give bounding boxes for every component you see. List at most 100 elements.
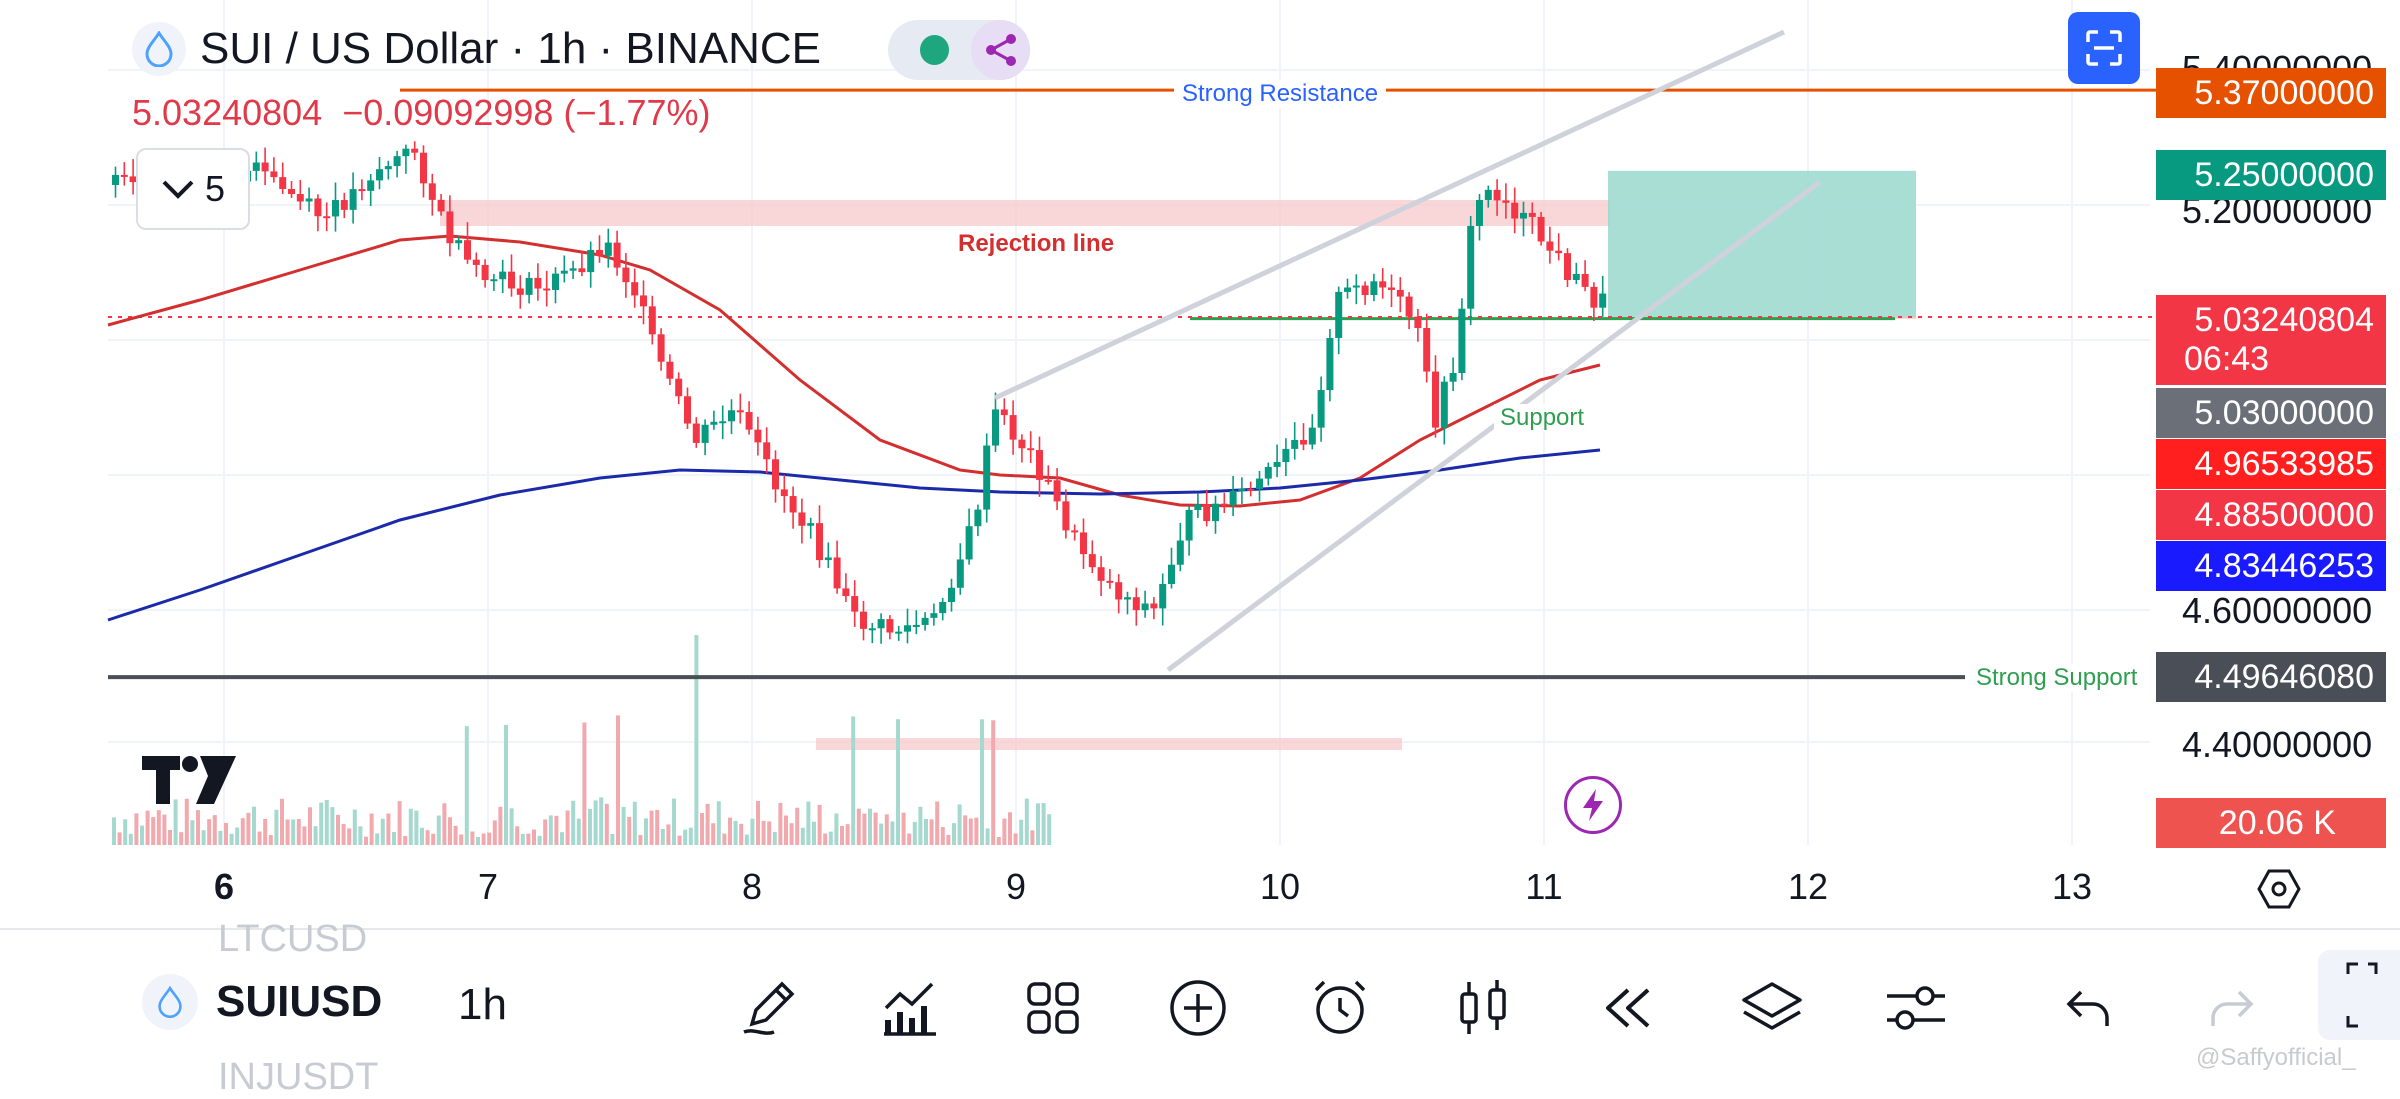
candle-body bbox=[1168, 564, 1175, 585]
candle-body bbox=[1212, 503, 1219, 522]
chart-header[interactable]: SUI / US Dollar · 1h · BINANCE bbox=[132, 22, 821, 76]
volume-bar bbox=[912, 821, 917, 845]
rejection-zone bbox=[440, 200, 1610, 226]
candle-body bbox=[402, 148, 410, 157]
volume-bar bbox=[666, 824, 671, 845]
candle-body bbox=[437, 199, 445, 212]
volume-bar bbox=[414, 810, 419, 845]
volume-bar bbox=[632, 801, 637, 845]
candle-body bbox=[1537, 216, 1545, 242]
volume-bar bbox=[789, 823, 794, 845]
volume-bar bbox=[341, 824, 346, 845]
volume-bar bbox=[319, 802, 324, 845]
candle-body bbox=[868, 628, 876, 631]
x-tick: 12 bbox=[1787, 866, 1829, 907]
volume-bar bbox=[526, 833, 531, 845]
replay-button[interactable] bbox=[1588, 972, 1668, 1044]
volume-bar bbox=[112, 817, 116, 845]
candle-body bbox=[860, 611, 867, 629]
chart-type-button[interactable] bbox=[1444, 972, 1524, 1044]
layers-button[interactable] bbox=[1732, 972, 1812, 1044]
candle-body bbox=[1185, 509, 1193, 541]
volume-bar bbox=[196, 810, 200, 845]
strong-support-label[interactable]: Strong Support bbox=[1970, 664, 2144, 692]
price-badge-stop: 4.88500000 bbox=[2156, 490, 2386, 540]
volume-bar bbox=[851, 716, 856, 845]
volume-bar bbox=[918, 806, 923, 845]
volume-bar bbox=[683, 829, 688, 845]
volume-bar bbox=[996, 836, 1001, 845]
candle-body bbox=[1097, 567, 1105, 581]
lightning-icon[interactable] bbox=[1564, 776, 1622, 834]
candle-body bbox=[464, 240, 471, 260]
volume-bar bbox=[168, 829, 172, 845]
candle-body bbox=[508, 271, 515, 289]
alarm-icon bbox=[1314, 980, 1366, 1034]
candle-body bbox=[428, 183, 436, 200]
collapse-indicators-button[interactable]: 5 bbox=[136, 148, 250, 230]
candle-body bbox=[816, 523, 823, 561]
volume-bar bbox=[649, 810, 654, 845]
volume-bar bbox=[845, 824, 850, 845]
settings-button[interactable] bbox=[1876, 972, 1956, 1044]
price-chart[interactable] bbox=[0, 0, 2400, 960]
candle-body bbox=[340, 200, 348, 210]
volume-zone bbox=[816, 738, 1402, 750]
volume-bar bbox=[537, 835, 542, 845]
templates-button[interactable] bbox=[1013, 972, 1093, 1044]
rejection-line-label[interactable]: Rejection line bbox=[958, 230, 1115, 257]
candle-body bbox=[1432, 371, 1439, 428]
corners-icon bbox=[2346, 962, 2378, 1028]
volume-bar bbox=[397, 801, 402, 845]
volume-bar bbox=[140, 825, 144, 845]
candle-body bbox=[270, 171, 278, 178]
symbol-selector[interactable]: SUIUSD bbox=[142, 974, 382, 1030]
expand-panel-button[interactable] bbox=[2318, 950, 2400, 1040]
volume-bar bbox=[868, 808, 872, 845]
candle-body bbox=[358, 189, 366, 192]
draw-tool-button[interactable] bbox=[728, 972, 808, 1044]
indicators-button[interactable] bbox=[870, 972, 950, 1044]
candle-body bbox=[446, 211, 454, 244]
volume-bar bbox=[873, 812, 878, 845]
candlesticks bbox=[112, 141, 1607, 644]
volume-bar bbox=[599, 797, 604, 845]
share-icon[interactable] bbox=[971, 20, 1030, 80]
volume-bar bbox=[593, 800, 598, 845]
volume-bar bbox=[184, 798, 189, 845]
candle-body bbox=[1062, 501, 1070, 531]
volume-bar bbox=[134, 813, 139, 845]
strong-resistance-label[interactable]: Strong Resistance bbox=[1174, 80, 1387, 108]
undo-button[interactable] bbox=[2048, 972, 2128, 1044]
volume-bar bbox=[1002, 818, 1007, 845]
volume-bar bbox=[795, 807, 800, 845]
volume-bar bbox=[207, 819, 212, 845]
volume-bar bbox=[498, 806, 503, 845]
volume-badge: 20.06 K bbox=[2156, 798, 2386, 848]
fullscreen-button[interactable] bbox=[2068, 12, 2140, 84]
volume-bar bbox=[924, 819, 928, 845]
candle-body bbox=[1220, 503, 1228, 506]
status-pill[interactable] bbox=[888, 20, 1030, 80]
support-label[interactable]: Support bbox=[1494, 404, 1591, 432]
candle-body bbox=[1396, 289, 1404, 297]
volume-bar bbox=[728, 817, 732, 845]
candle-body bbox=[578, 268, 586, 273]
x-tick: 11 bbox=[1525, 866, 1563, 907]
interval-button[interactable]: 1h bbox=[458, 980, 507, 1029]
candle-body bbox=[1388, 287, 1395, 290]
candle-body bbox=[1493, 189, 1501, 201]
alert-button[interactable] bbox=[1300, 972, 1380, 1044]
price-change: −0.09092998 (−1.77%) bbox=[342, 92, 711, 133]
redo-button[interactable] bbox=[2192, 972, 2272, 1044]
axis-settings-button[interactable] bbox=[2256, 866, 2302, 917]
add-button[interactable] bbox=[1158, 972, 1238, 1044]
volume-bar bbox=[744, 834, 749, 845]
next-symbol[interactable]: INJUSDT bbox=[218, 1056, 379, 1098]
volume-bar bbox=[240, 818, 245, 845]
candle-body bbox=[833, 557, 841, 589]
candle-body bbox=[1564, 253, 1571, 280]
candle-body bbox=[631, 282, 639, 296]
candle-body bbox=[948, 587, 955, 603]
prev-symbol[interactable]: LTCUSD bbox=[218, 918, 368, 960]
